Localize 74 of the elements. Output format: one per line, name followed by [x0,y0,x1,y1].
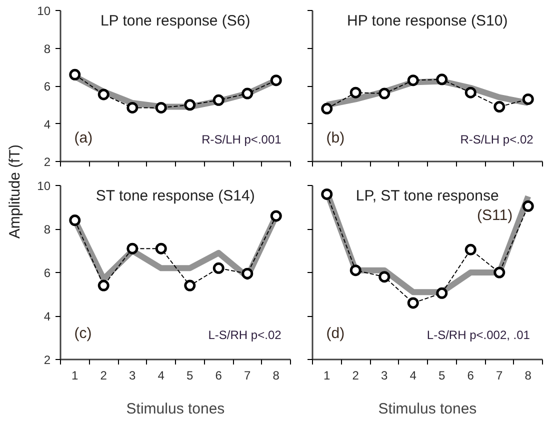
point [350,264,362,276]
y-tick-label: 8 [44,222,51,236]
point [436,74,448,86]
point [494,101,506,113]
annotation: (d) [326,325,345,342]
x-axis-title: Stimulus tones [378,400,477,418]
x-tick-label: 7 [244,368,252,382]
x-tick-label: 3 [381,368,388,382]
annotation: L-S/RH p<.02 [208,328,282,342]
y-tick-label: 4 [44,310,51,324]
point [126,102,138,114]
point [464,86,476,98]
point [212,94,224,106]
x-tick-label: 1 [324,368,331,382]
point [407,297,419,309]
point [407,74,419,86]
chart-title: LP, ST tone response [356,188,499,204]
point [98,280,110,292]
point [98,88,110,100]
point [494,266,506,278]
point [69,214,81,226]
point [436,287,448,299]
y-tick-label: 4 [44,117,51,132]
annotation: (b) [326,129,345,146]
x-tick-label: 4 [158,368,165,382]
point [126,242,138,254]
point [155,242,167,254]
point [69,68,81,80]
x-tick-label: 8 [272,368,280,382]
point [378,271,390,283]
y-tick-label: 2 [44,155,51,169]
x-tick-label: 6 [215,368,222,382]
x-tick-label: 3 [129,368,136,382]
y-tick-label: 2 [44,353,51,367]
y-tick-label: 10 [37,4,51,18]
x-tick-label: 6 [467,368,474,382]
y-axis-title: Amplitude (fT) [6,144,24,239]
x-tick-label: 5 [438,368,446,382]
point [184,280,196,292]
y-tick-label: 10 [37,179,51,193]
x-tick-label: 4 [410,368,417,382]
chart-title: HP tone response (S10) [347,12,508,30]
chart-title: ST tone response (S14) [96,188,255,204]
annotation: (S11) [477,206,513,224]
point [522,93,534,105]
chart-title: LP tone response (S6) [100,12,250,30]
x-tick-label: 2 [352,368,360,382]
y-tick-label: 6 [44,266,51,280]
point [522,200,534,212]
point [321,188,333,200]
point [155,102,167,114]
point [464,244,476,256]
annotation: (a) [74,129,93,146]
point [270,74,282,86]
x-axis-title: Stimulus tones [126,400,225,418]
point [242,268,254,280]
annotation: R-S/LH p<.001 [202,132,282,146]
x-tick-label: 7 [496,368,504,382]
x-tick-label: 8 [524,368,532,382]
point [184,99,196,111]
point [242,88,254,100]
point [350,86,362,98]
x-tick-label: 5 [186,368,194,382]
y-tick-label: 6 [44,80,51,94]
y-tick-label: 8 [44,42,51,56]
point [321,102,333,114]
point [378,88,390,100]
annotation: R-S/LH p<.02 [460,132,534,146]
x-tick-label: 2 [100,368,108,382]
point [270,210,282,222]
x-tick-label: 1 [72,368,79,382]
annotation: L-S/RH p<.002, .01 [426,328,530,342]
point [212,262,224,274]
annotation: (c) [74,325,92,342]
